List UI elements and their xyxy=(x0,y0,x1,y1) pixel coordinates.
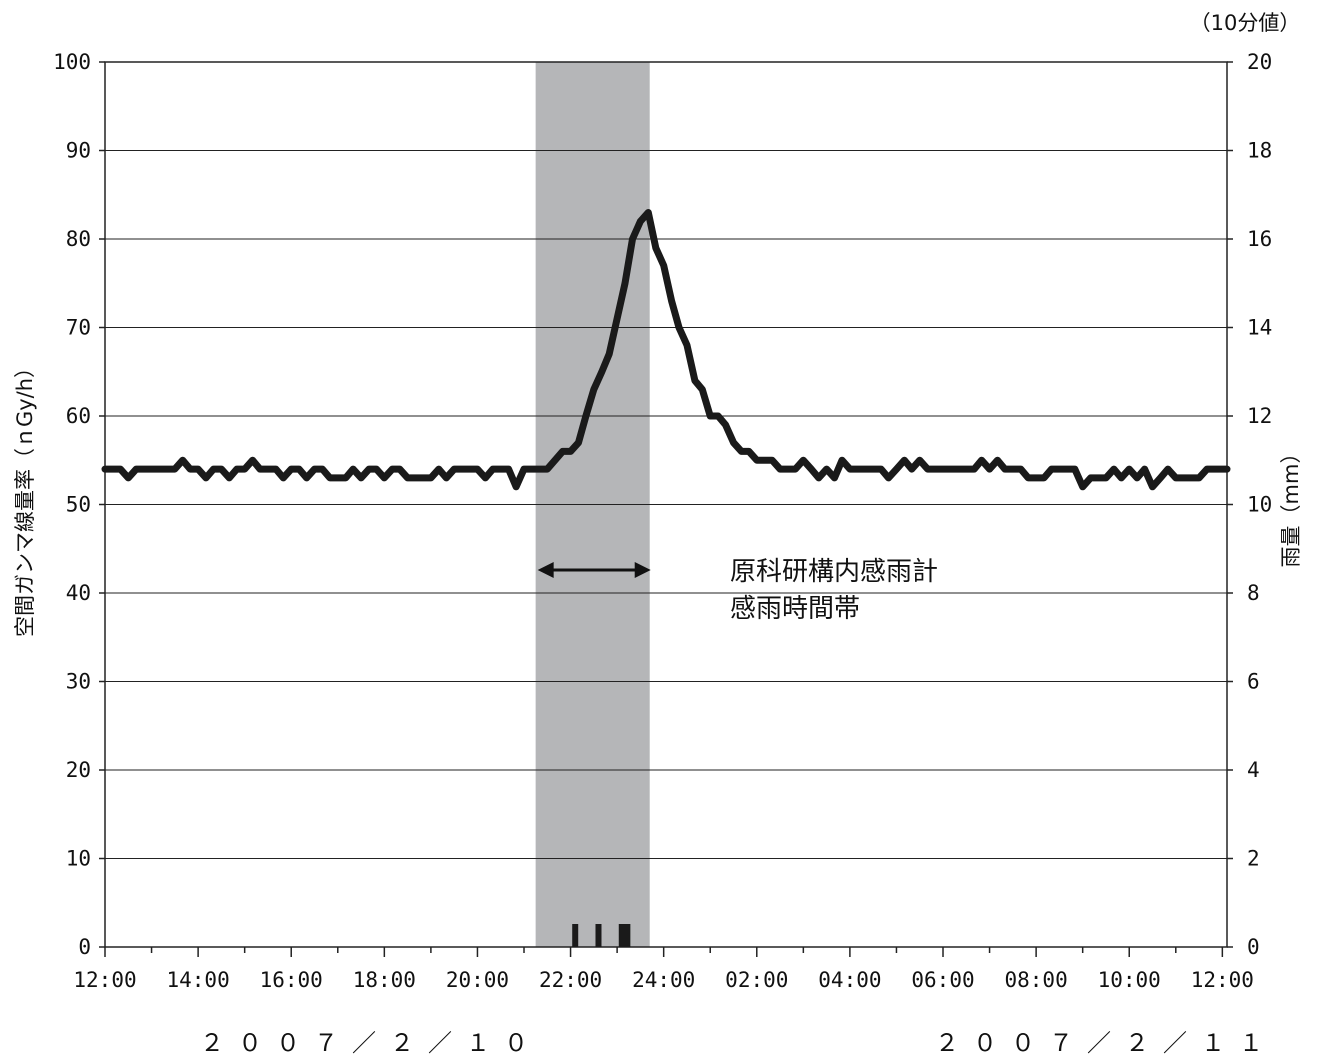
right-axis-tick-label: 18 xyxy=(1247,139,1272,163)
right-axis-tick-label: 10 xyxy=(1247,493,1272,517)
right-axis-tick-label: 14 xyxy=(1247,316,1272,340)
rain-detection-mark xyxy=(572,924,579,947)
x-axis-tick-label: 02:00 xyxy=(725,968,788,992)
right-axis-tick-label: 6 xyxy=(1247,670,1260,694)
annotation-line-2: 感雨時間帯 xyxy=(730,594,860,624)
x-axis-tick-label: 12:00 xyxy=(73,968,136,992)
right-axis-unit-note: （10分値） xyxy=(1190,11,1301,35)
x-axis-tick-label: 12:00 xyxy=(1191,968,1254,992)
annotation-line-1: 原科研構内感雨計 xyxy=(730,557,938,587)
x-axis-tick-label: 18:00 xyxy=(353,968,416,992)
rain-detection-mark xyxy=(618,924,625,947)
arrow-head-right xyxy=(634,562,651,578)
x-axis-tick-label: 16:00 xyxy=(260,968,323,992)
right-axis-label: 雨量（mm） xyxy=(1279,443,1303,568)
right-axis-tick-label: 20 xyxy=(1247,50,1272,74)
x-axis-tick-label: 04:00 xyxy=(818,968,881,992)
x-axis-tick-label: 24:00 xyxy=(632,968,695,992)
rain-detection-mark xyxy=(624,924,631,947)
right-axis-tick-label: 8 xyxy=(1247,581,1260,605)
left-axis-tick-label: 40 xyxy=(66,581,91,605)
x-axis-tick-label: 06:00 xyxy=(911,968,974,992)
right-axis-tick-label: 2 xyxy=(1247,847,1260,871)
left-axis-label: 空間ガンマ線量率（ｎGy/h） xyxy=(13,357,37,637)
left-axis-tick-label: 20 xyxy=(66,758,91,782)
left-axis-tick-label: 90 xyxy=(66,139,91,163)
x-axis-tick-label: 20:00 xyxy=(446,968,509,992)
left-axis-tick-label: 70 xyxy=(66,316,91,340)
right-axis-tick-label: 12 xyxy=(1247,404,1272,428)
date-label-end: ２００７／２／１１ xyxy=(935,1029,1277,1057)
left-axis-tick-label: 100 xyxy=(53,50,91,74)
right-axis-tick-label: 0 xyxy=(1247,935,1260,959)
x-axis-tick-label: 14:00 xyxy=(167,968,230,992)
x-axis-tick-label: 08:00 xyxy=(1005,968,1068,992)
left-axis-tick-label: 60 xyxy=(66,404,91,428)
left-axis-tick-label: 10 xyxy=(66,847,91,871)
left-axis-tick-label: 80 xyxy=(66,227,91,251)
left-axis-tick-label: 50 xyxy=(66,493,91,517)
gamma-dose-rate-line xyxy=(101,209,1231,491)
x-axis-tick-label: 22:00 xyxy=(539,968,602,992)
left-axis-tick-label: 0 xyxy=(78,935,91,959)
arrow-head-left xyxy=(537,562,554,578)
left-axis-tick-label: 30 xyxy=(66,670,91,694)
right-axis-tick-label: 4 xyxy=(1247,758,1260,782)
date-label-start: ２００７／２／１０ xyxy=(200,1029,542,1057)
x-axis-tick-label: 10:00 xyxy=(1098,968,1161,992)
rain-detection-mark xyxy=(595,924,602,947)
right-axis-tick-label: 16 xyxy=(1247,227,1272,251)
